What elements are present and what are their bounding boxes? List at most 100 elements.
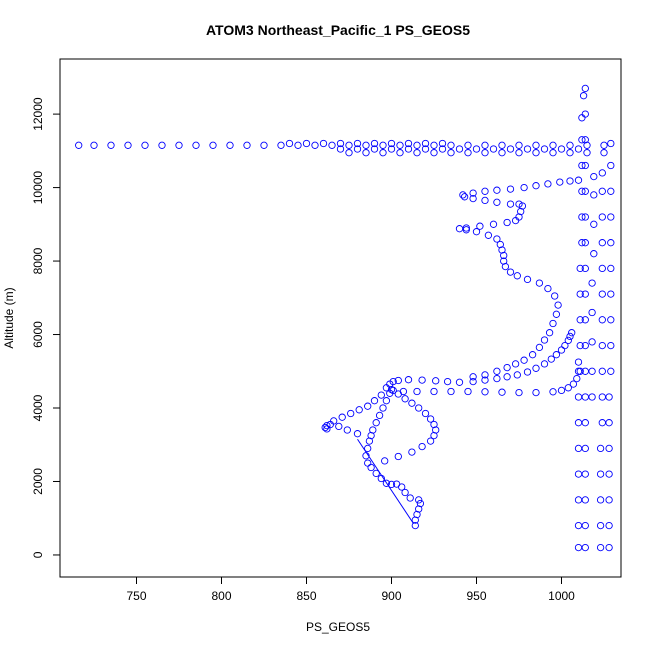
data-point (404, 376, 413, 384)
data-point (493, 235, 501, 243)
data-point (596, 444, 605, 453)
data-point (598, 169, 606, 177)
data-point (469, 189, 477, 197)
data-point (472, 145, 481, 153)
data-point (285, 139, 294, 148)
data-point (353, 145, 362, 153)
data-point (335, 422, 343, 431)
x-tick-label: 800 (211, 589, 231, 603)
data-point (581, 187, 589, 195)
data-point (528, 351, 537, 359)
data-point (532, 182, 540, 190)
data-point (330, 417, 338, 425)
data-point (493, 198, 501, 206)
data-point (549, 141, 557, 149)
data-point (464, 141, 472, 149)
data-point (418, 442, 426, 451)
data-point (600, 149, 608, 157)
data-point (598, 213, 606, 221)
data-point (506, 145, 515, 153)
data-point (364, 459, 372, 467)
data-points-layer (75, 84, 615, 552)
y-tick-label: 4000 (31, 394, 45, 421)
data-point (588, 279, 596, 287)
data-point (396, 149, 404, 157)
data-point (362, 452, 370, 460)
data-point (343, 426, 351, 434)
data-point (382, 479, 391, 487)
data-point (581, 470, 589, 478)
data-point (472, 228, 481, 236)
data-point (588, 367, 596, 375)
data-point (551, 292, 559, 300)
data-point (365, 437, 374, 445)
data-point (430, 141, 438, 149)
data-point (503, 373, 511, 381)
data-point (469, 194, 477, 203)
data-point (581, 290, 589, 298)
data-point (430, 149, 438, 157)
data-point (372, 469, 380, 478)
data-point (598, 316, 606, 324)
data-point (561, 341, 569, 350)
data-point (375, 411, 384, 420)
data-point (596, 470, 605, 478)
data-point (581, 496, 589, 504)
data-point (579, 92, 588, 100)
data-point (596, 543, 605, 552)
data-point (447, 387, 455, 396)
data-point (596, 521, 605, 530)
data-point (438, 139, 447, 148)
data-point (564, 384, 572, 392)
data-point (401, 488, 409, 497)
data-point (598, 239, 606, 247)
data-point (481, 149, 489, 157)
data-point (345, 141, 353, 149)
data-point (576, 290, 584, 298)
data-point (588, 308, 596, 317)
data-point (481, 371, 489, 379)
y-axis: 0 2000 4000 6000 8000 10000 12000 (31, 97, 61, 558)
data-point (520, 183, 528, 192)
data-point (574, 176, 583, 184)
data-point (607, 290, 615, 298)
data-point (588, 338, 596, 346)
data-point (421, 409, 430, 418)
data-point (364, 402, 372, 410)
data-point (498, 141, 506, 149)
data-point (576, 367, 584, 375)
data-point (581, 264, 589, 273)
data-point (535, 343, 544, 352)
data-point (243, 141, 251, 149)
data-point (540, 360, 549, 368)
data-point (345, 149, 353, 157)
y-tick-label: 6000 (31, 321, 45, 348)
data-point (175, 141, 183, 149)
data-point (382, 397, 391, 405)
data-point (353, 139, 362, 148)
x-tick-label: 950 (466, 589, 486, 603)
data-point (464, 149, 472, 157)
data-point (107, 141, 115, 149)
data-point (367, 431, 375, 440)
data-point (607, 316, 615, 324)
data-point (421, 145, 430, 153)
data-point (394, 376, 402, 385)
data-point (549, 149, 557, 157)
data-point (607, 213, 615, 221)
data-point (523, 145, 532, 153)
data-point (520, 356, 528, 364)
data-point (370, 139, 379, 148)
data-point (347, 409, 355, 418)
data-point (581, 213, 589, 221)
data-point (532, 149, 540, 157)
data-point (581, 543, 589, 552)
data-point (581, 84, 589, 93)
data-point (447, 141, 455, 149)
data-point (481, 196, 489, 205)
data-point (511, 216, 520, 225)
data-point (566, 177, 574, 185)
data-point (413, 510, 421, 519)
data-point (598, 290, 606, 298)
